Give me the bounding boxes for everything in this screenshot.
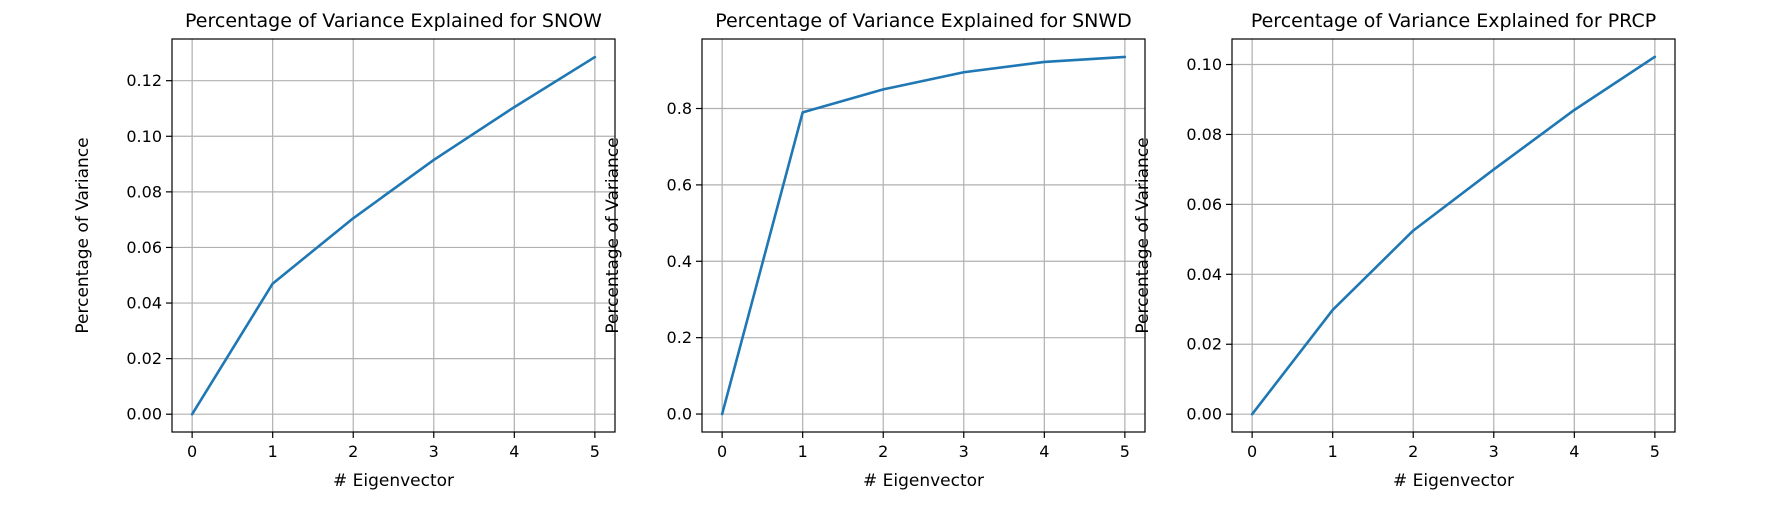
x-tick-label: 1	[268, 442, 278, 461]
y-axis-label: Percentage of Variance	[1133, 137, 1153, 333]
y-tick-label: 0.0	[667, 405, 692, 424]
y-tick-label: 0.08	[126, 182, 162, 201]
x-tick-label: 2	[1408, 442, 1418, 461]
chart-title: Percentage of Variance Explained for PRC…	[1251, 10, 1656, 32]
y-tick-label: 0.06	[126, 238, 162, 257]
x-tick-label: 5	[1120, 442, 1130, 461]
x-tick-label: 2	[348, 442, 358, 461]
y-tick-label: 0.4	[667, 252, 692, 271]
plot-frame	[701, 38, 1146, 433]
x-tick-label: 3	[1489, 442, 1499, 461]
x-tick-label: 0	[1247, 442, 1257, 461]
y-tick-label: 0.2	[667, 328, 692, 347]
x-tick-label: 4	[1039, 442, 1049, 461]
data-line	[190, 55, 597, 416]
x-tick-label: 4	[509, 442, 519, 461]
x-tick-label: 2	[878, 442, 888, 461]
chart-title: Percentage of Variance Explained for SNO…	[185, 10, 602, 32]
x-tick-label: 0	[717, 442, 727, 461]
x-tick-label: 5	[590, 442, 600, 461]
x-tick-label: 5	[1650, 442, 1660, 461]
y-axis-label: Percentage of Variance	[603, 137, 623, 333]
x-tick-label: 1	[1328, 442, 1338, 461]
x-axis-label: # Eigenvector	[1393, 471, 1514, 491]
y-tick-label: 0.00	[126, 405, 162, 424]
y-tick-label: 0.06	[1186, 195, 1222, 214]
y-tick-label: 0.8	[667, 99, 692, 118]
y-tick-label: 0.00	[1186, 405, 1222, 424]
x-tick-label: 3	[429, 442, 439, 461]
y-tick-label: 0.04	[126, 294, 162, 313]
y-tick-label: 0.04	[1186, 265, 1222, 284]
subplot-2: 0 1 2 3 4 5 0.0 0.2 0.4 0.6 0.8 Percentage of Varia…	[603, 10, 1146, 491]
y-tick-label: 0.12	[126, 71, 162, 90]
y-tick-label: 0.10	[126, 127, 162, 146]
chart-title: Percentage of Variance Explained for SNW…	[715, 10, 1132, 32]
x-axis-label: # Eigenvector	[863, 471, 984, 491]
y-tick-label: 0.10	[1186, 55, 1222, 74]
x-tick-label: 0	[187, 442, 197, 461]
plot-frame	[171, 38, 616, 433]
subplot-3: 0 1 2 3 4 5 0.00 0.02 0.04 0.06 0.08 0.10 Percentage…	[1133, 10, 1676, 491]
y-tick-label: 0.02	[1186, 335, 1222, 354]
x-tick-label: 3	[959, 442, 969, 461]
y-axis-label: Percentage of Variance	[73, 137, 93, 333]
data-line	[1250, 55, 1657, 416]
x-axis-label: # Eigenvector	[333, 471, 454, 491]
y-tick-label: 0.6	[667, 175, 692, 194]
x-tick-label: 4	[1569, 442, 1579, 461]
subplot-1: 0 1 2 3 4 5 0.00 0.02 0.04 0.06 0.08 0.10 0.12 Percen…	[73, 10, 616, 491]
x-tick-label: 1	[798, 442, 808, 461]
plot-frame	[1231, 38, 1676, 433]
y-tick-label: 0.08	[1186, 125, 1222, 144]
y-tick-label: 0.02	[126, 349, 162, 368]
data-line	[720, 55, 1127, 416]
